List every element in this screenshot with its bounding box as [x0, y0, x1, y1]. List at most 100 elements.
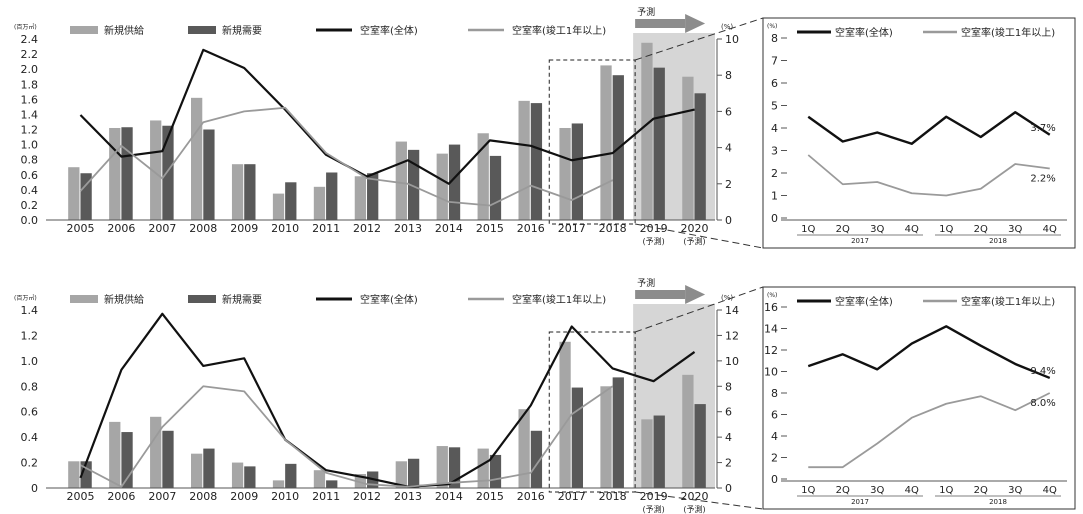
zoom-connector-top [634, 286, 764, 333]
quarterly-inset-1: (%) 0 1 2 3 4 5 6 7 8 3.7% 2.2% 1Q 2Q 3Q 4Q 1Q 2Q 3Q 4Q 2017… [762, 17, 1076, 249]
inset-legend-label: 空室率(全体) [835, 295, 893, 308]
inset-legend-label: 空室率(竣工1年以上) [961, 26, 1055, 39]
bar-demand [121, 432, 133, 488]
inset-end-label: 9.4% [1030, 366, 1055, 377]
bar-supply [395, 461, 407, 488]
inset-y-tick-label: 4 [771, 430, 778, 443]
legend-label: 空室率(竣工1年以上) [512, 24, 606, 37]
bar-demand [326, 480, 338, 488]
inset-x-tick-label: 3Q [870, 224, 884, 235]
inset-line-vacancy-total [807, 325, 1051, 380]
y2-unit-label: (%) [721, 23, 733, 31]
legend-label: 空室率(全体) [360, 24, 418, 37]
inset-x-tick-label: 4Q [905, 224, 919, 235]
inset-x-tick-label: 3Q [870, 485, 884, 496]
x-tick-label: 2020 [681, 490, 709, 503]
forecast-arrow-body [635, 290, 686, 299]
x-tick-label: 2017 [558, 490, 586, 503]
bar-demand [326, 172, 338, 220]
x-tick-label: 2013 [394, 222, 422, 235]
inset-x-tick-label: 1Q [801, 485, 815, 496]
legend-swatch [70, 295, 98, 303]
bar-supply [559, 127, 571, 220]
x-tick-label: 2011 [312, 490, 340, 503]
legend-label: 新規需要 [222, 24, 262, 37]
inset-y-tick-label: 2 [771, 167, 778, 180]
y-tick-label: 1.8 [21, 78, 39, 91]
bar-demand [530, 430, 543, 488]
zoom-connectors-1 [634, 17, 764, 249]
inset-unit-label: (%) [767, 292, 777, 299]
x-tick-label: 2011 [312, 222, 340, 235]
legend-label: 新規供給 [104, 24, 144, 37]
y2-tick-label: 6 [725, 105, 732, 118]
inset-end-label: 2.2% [1030, 174, 1055, 185]
inset-x-tick-label: 1Q [939, 224, 953, 235]
inset-x-tick-label: 2Q [974, 224, 988, 235]
y2-tick-label: 0 [725, 482, 732, 495]
legend-label: 空室率(全体) [360, 293, 418, 306]
y-tick-label: 0.0 [21, 214, 39, 227]
bar-supply [682, 76, 694, 220]
forecast-arrow-body [635, 19, 686, 28]
bar-demand [489, 454, 502, 488]
inset-x-tick-label: 2Q [974, 485, 988, 496]
bar-supply [68, 461, 80, 488]
inset-y-tick-label: 2 [771, 452, 778, 465]
inset-y-tick-label: 8 [771, 387, 778, 400]
inset-x-tick-label: 2Q [836, 485, 850, 496]
bar-demand [571, 123, 583, 220]
inset-x-tick-label: 1Q [801, 224, 815, 235]
bar-supply [191, 453, 203, 488]
y-tick-label: 1.0 [21, 355, 39, 368]
bar-supply [477, 133, 489, 220]
bar-demand [285, 182, 297, 220]
bar-supply [518, 409, 530, 488]
y-tick-label: 0.6 [21, 169, 39, 182]
x-tick-sublabel: (予測) [642, 504, 664, 514]
inset-end-label: 3.7% [1030, 123, 1055, 134]
annual-chart-2: 予測 (百万㎡) 0 0.2 0.4 0.6 0.8 1.0 1.2 1.4 (%) 0 2 4 6 8 10 1… [14, 277, 739, 514]
inset-y-tick-label: 12 [764, 344, 778, 357]
x-tick-label: 2009 [230, 490, 258, 503]
bar-supply [150, 416, 162, 488]
legend-swatch [188, 26, 216, 34]
x-tick-label: 2018 [599, 222, 627, 235]
x-tick-label: 2006 [107, 490, 135, 503]
bar-supply [272, 193, 285, 220]
bar-supply [436, 153, 448, 220]
inset-y-tick-label: 7 [771, 55, 778, 68]
bar-supply [109, 421, 121, 488]
inset-legend-label: 空室率(全体) [835, 26, 893, 39]
legend-label: 空室率(竣工1年以上) [512, 293, 606, 306]
quarterly-inset-2: (%) 0 2 4 6 8 10 12 14 16 9.4% 8.0% 1Q 2Q 3Q 4Q 1Q 2Q 3Q 4Q… [762, 286, 1076, 510]
x-tick-label: 2008 [189, 222, 217, 235]
bar-demand [530, 103, 543, 220]
bar-demand [162, 125, 174, 220]
bar-demand [653, 415, 665, 488]
legend-swatch [70, 26, 98, 34]
line-vacancy-total [79, 312, 696, 488]
y-tick-label: 0.8 [21, 154, 39, 167]
y-unit-label: (百万㎡) [14, 23, 37, 31]
zoom-connector-top [634, 17, 764, 61]
bar-demand [448, 447, 461, 488]
inset-x-tick-label: 4Q [1043, 224, 1057, 235]
bar-demand [80, 173, 92, 220]
y2-tick-label: 2 [725, 178, 732, 191]
bar-supply [682, 374, 694, 488]
legend-label: 新規供給 [104, 293, 144, 306]
x-tick-label: 2020 [681, 222, 709, 235]
x-tick-label: 2008 [189, 490, 217, 503]
bar-demand [612, 377, 624, 488]
x-tick-label: 2005 [66, 222, 94, 235]
inset-unit-label: (%) [767, 23, 777, 30]
highlight-box [548, 59, 636, 225]
y2-tick-label: 8 [725, 380, 732, 393]
inset-y-tick-label: 4 [771, 122, 778, 135]
inset-y-tick-label: 6 [771, 77, 778, 90]
y-tick-label: 1.2 [21, 329, 39, 342]
forecast-arrow-head [685, 14, 706, 33]
y-tick-label: 1.6 [21, 93, 39, 106]
